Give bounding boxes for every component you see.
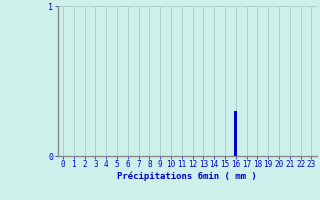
Bar: [234, 111, 237, 156]
X-axis label: Précipitations 6min ( mm ): Précipitations 6min ( mm ): [117, 172, 257, 181]
